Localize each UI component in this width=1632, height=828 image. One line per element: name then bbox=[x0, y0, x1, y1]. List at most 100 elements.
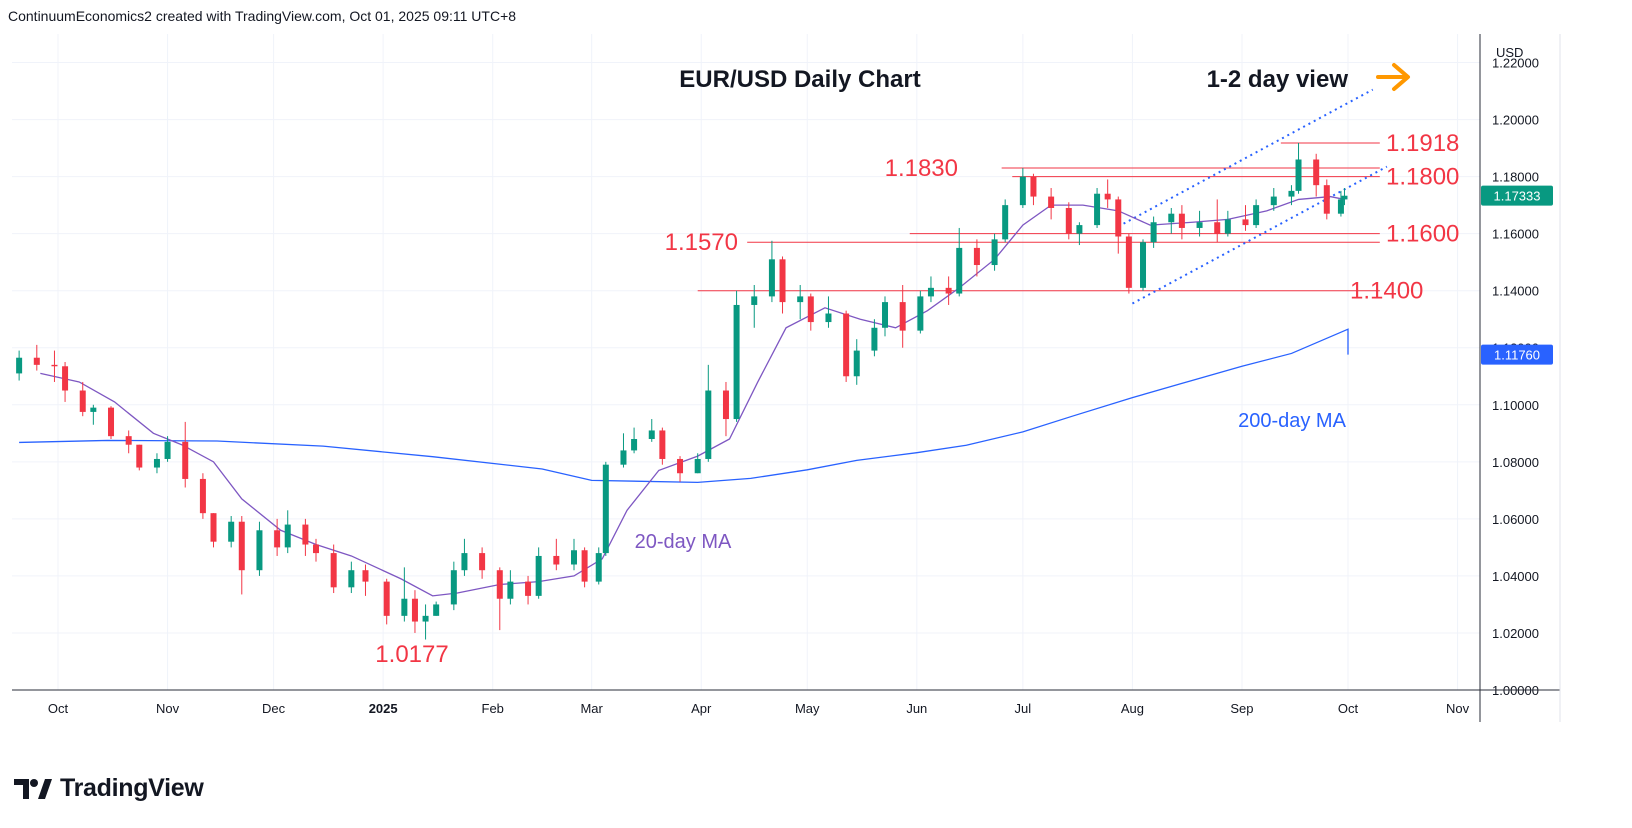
candle bbox=[125, 430, 132, 454]
price-tick-label: 1.20000 bbox=[1492, 113, 1539, 128]
candle bbox=[182, 421, 189, 488]
candle bbox=[164, 436, 171, 462]
candle-body bbox=[1168, 213, 1175, 223]
price-chart[interactable]: EUR/USD Daily Chart 1-2 day view 1.1918 1.1… bbox=[0, 0, 1632, 780]
level-label: 1.1600 bbox=[1386, 221, 1459, 248]
candles bbox=[16, 142, 1348, 640]
candle bbox=[16, 350, 23, 381]
ma20-label: 20-day MA bbox=[635, 531, 732, 553]
candle-body bbox=[1002, 205, 1009, 240]
time-tick-label: Mar bbox=[580, 701, 603, 716]
candle bbox=[256, 521, 263, 576]
time-tick-label: 2025 bbox=[369, 701, 398, 716]
level-label: 1.1830 bbox=[885, 155, 958, 182]
candle bbox=[1076, 222, 1083, 246]
candle-body bbox=[751, 296, 758, 305]
candle-body bbox=[733, 304, 740, 420]
candle-body bbox=[956, 247, 963, 294]
candle-body bbox=[383, 581, 390, 616]
candle-body bbox=[797, 296, 804, 303]
candle bbox=[722, 381, 729, 437]
level-label: 1.1800 bbox=[1386, 164, 1459, 191]
candle-body bbox=[917, 296, 924, 331]
candle bbox=[705, 364, 712, 462]
candle-body bbox=[602, 464, 609, 554]
candle bbox=[284, 510, 291, 554]
candle-body bbox=[313, 544, 319, 554]
candle-body bbox=[1065, 207, 1072, 234]
candle-body bbox=[899, 302, 906, 331]
candle-body bbox=[1224, 219, 1231, 234]
candle-body bbox=[659, 430, 666, 459]
candle bbox=[535, 547, 542, 599]
candle-body bbox=[1076, 225, 1083, 234]
candle-body bbox=[79, 390, 86, 412]
candle-body bbox=[1178, 213, 1185, 228]
candle-body bbox=[991, 239, 998, 266]
candle-body bbox=[595, 553, 602, 582]
candle-body bbox=[401, 598, 408, 616]
price-tick-label: 1.02000 bbox=[1492, 626, 1539, 641]
candle bbox=[507, 570, 514, 605]
ma200-label: 200-day MA bbox=[1238, 410, 1346, 432]
candle-body bbox=[199, 478, 206, 514]
candle bbox=[108, 406, 115, 440]
tradingview-brand[interactable]: TradingView bbox=[14, 774, 204, 803]
candle-body bbox=[479, 553, 486, 571]
candle bbox=[1019, 168, 1026, 208]
level-label: 1.1570 bbox=[665, 229, 738, 256]
candle bbox=[1094, 188, 1101, 228]
candle-body bbox=[461, 553, 468, 571]
channel-line bbox=[1117, 88, 1374, 228]
candle bbox=[899, 284, 906, 348]
candle bbox=[422, 604, 429, 640]
candle bbox=[956, 227, 963, 297]
candle-body bbox=[945, 287, 952, 294]
candle-body bbox=[1030, 176, 1037, 197]
candle-body bbox=[1115, 199, 1122, 237]
candle-body bbox=[779, 259, 786, 303]
candle-body bbox=[1295, 159, 1302, 191]
candle-body bbox=[433, 604, 440, 616]
candle-body bbox=[1337, 199, 1344, 214]
candle bbox=[1196, 210, 1203, 237]
last-price-badge-text: 1.17333 bbox=[1494, 189, 1541, 204]
candle bbox=[1323, 179, 1330, 220]
candle-body bbox=[1313, 159, 1320, 186]
tradingview-wordmark: TradingView bbox=[60, 774, 204, 802]
time-tick-label: Oct bbox=[48, 701, 69, 716]
ma200-price-badge-bg bbox=[1481, 344, 1553, 365]
time-tick-label: Oct bbox=[1338, 701, 1359, 716]
time-tick-label: May bbox=[795, 701, 820, 716]
candle bbox=[1341, 188, 1348, 206]
candle bbox=[1313, 153, 1320, 197]
candle-body bbox=[525, 581, 532, 596]
candle bbox=[1270, 188, 1277, 211]
candle bbox=[330, 544, 337, 594]
candle bbox=[479, 547, 486, 579]
candle-body bbox=[238, 521, 245, 571]
last-price-badge-bg bbox=[1481, 185, 1553, 206]
candle-body bbox=[256, 530, 263, 571]
channel-line bbox=[1131, 165, 1388, 305]
candle bbox=[1253, 199, 1260, 228]
candle-body bbox=[843, 313, 850, 377]
candle bbox=[768, 240, 775, 303]
chart-caption: ContinuumEconomics2 created with Trading… bbox=[8, 8, 517, 24]
axes[interactable]: 1.220001.200001.180001.160001.140001.120… bbox=[12, 34, 1561, 722]
candle-body bbox=[330, 553, 337, 588]
candle bbox=[751, 284, 758, 328]
candle-body bbox=[1253, 205, 1260, 226]
candle bbox=[51, 350, 58, 382]
currency-label: USD bbox=[1496, 45, 1523, 60]
candle bbox=[1168, 207, 1175, 234]
candle-body bbox=[274, 530, 281, 548]
candle bbox=[1048, 188, 1055, 220]
candle-body bbox=[882, 302, 889, 328]
candle bbox=[843, 310, 850, 382]
candle-body bbox=[507, 581, 514, 599]
candle bbox=[807, 293, 814, 331]
candle-body bbox=[284, 524, 291, 548]
candle-body bbox=[136, 444, 143, 468]
candle bbox=[1288, 185, 1295, 206]
